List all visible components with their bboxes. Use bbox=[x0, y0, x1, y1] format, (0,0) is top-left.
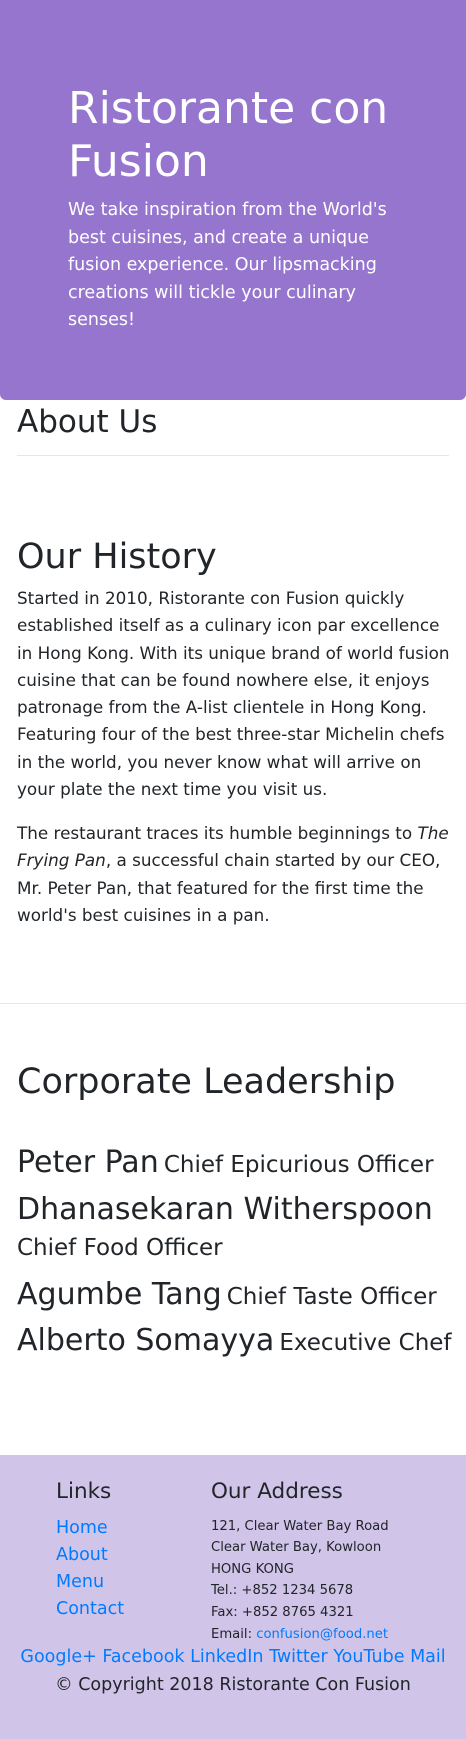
email-line: Email: confusion@food.net bbox=[211, 1625, 388, 1645]
footer-link-home[interactable]: Home bbox=[56, 1518, 108, 1538]
leadership-heading: Corporate Leadership bbox=[17, 1062, 396, 1102]
footer-link-contact[interactable]: Contact bbox=[56, 1599, 125, 1619]
leader-item: Alberto Somayya Executive Chef bbox=[17, 1322, 457, 1362]
leader-item: Peter Pan Chief Epicurious Officer bbox=[17, 1144, 457, 1184]
divider bbox=[17, 455, 449, 456]
address-line: Clear Water Bay, Kowloon bbox=[211, 1540, 382, 1555]
footer-link-about[interactable]: About bbox=[56, 1545, 108, 1565]
leader-name: Alberto Somayya bbox=[17, 1323, 275, 1358]
restaurant-title: Ristorante con Fusion bbox=[68, 83, 389, 187]
leader-role: Executive Chef bbox=[279, 1330, 452, 1356]
leader-role: Chief Taste Officer bbox=[226, 1284, 437, 1310]
email-label: Email: bbox=[211, 1627, 257, 1642]
copyright: © Copyright 2018 Ristorante Con Fusion bbox=[55, 1675, 411, 1695]
history-paragraph: Started in 2010, Ristorante con Fusion q… bbox=[17, 588, 450, 800]
email-link[interactable]: confusion@food.net bbox=[256, 1627, 389, 1642]
leader-item: Dhanasekaran Witherspoon Chief Food Offi… bbox=[17, 1191, 457, 1267]
jumbotron-header: Ristorante con Fusion We take inspiratio… bbox=[0, 0, 466, 400]
leader-name: Dhanasekaran Witherspoon bbox=[17, 1192, 433, 1227]
links-heading: Links bbox=[56, 1479, 112, 1504]
address-heading: Our Address bbox=[211, 1479, 343, 1504]
social-link-facebook[interactable]: Facebook bbox=[102, 1647, 185, 1667]
social-link-linkedin[interactable]: LinkedIn bbox=[190, 1647, 264, 1667]
history-heading: Our History bbox=[17, 537, 217, 577]
phone-line: Tel.: +852 1234 5678 bbox=[211, 1583, 354, 1598]
social-link-googleplus[interactable]: Google+ bbox=[20, 1647, 97, 1667]
leader-name: Agumbe Tang bbox=[17, 1277, 222, 1312]
footer-link-menu[interactable]: Menu bbox=[56, 1572, 105, 1592]
frying-pan-text: The Frying Pan bbox=[17, 823, 449, 871]
restaurant-tagline: We take inspiration from the World's bes… bbox=[68, 200, 387, 330]
address-line: 121, Clear Water Bay Road bbox=[211, 1519, 389, 1534]
leader-role: Chief Food Officer bbox=[17, 1235, 223, 1261]
page-title: About Us bbox=[17, 404, 158, 440]
history-paragraph-2: The restaurant traces its humble beginni… bbox=[17, 823, 449, 925]
leader-name: Peter Pan bbox=[17, 1145, 159, 1180]
social-link-youtube[interactable]: YouTube bbox=[333, 1647, 405, 1667]
social-links: Google+ Facebook LinkedIn Twitter YouTub… bbox=[0, 1645, 466, 1669]
social-link-mail[interactable]: Mail bbox=[410, 1647, 446, 1667]
leader-role: Chief Epicurious Officer bbox=[163, 1152, 434, 1178]
leader-item: Agumbe Tang Chief Taste Officer bbox=[17, 1276, 457, 1316]
footer: Links Home About Menu Contact Our Addres… bbox=[0, 1455, 466, 1739]
fax-line: Fax: +852 8765 4321 bbox=[211, 1605, 354, 1620]
social-link-twitter[interactable]: Twitter bbox=[269, 1647, 328, 1667]
address-line: HONG KONG bbox=[211, 1562, 294, 1577]
section-divider bbox=[0, 1003, 466, 1004]
